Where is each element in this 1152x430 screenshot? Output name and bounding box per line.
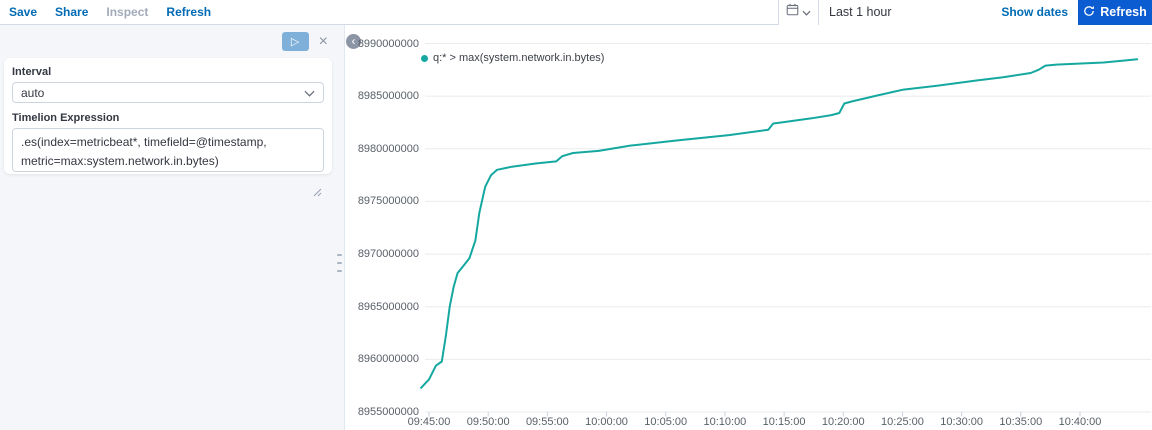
timelion-expression-input[interactable]: .es(index=metricbeat*, timefield=@timest… — [12, 128, 324, 172]
y-axis-tick-label: 8970000000 — [357, 248, 419, 261]
legend-series-label: q:* > max(system.network.in.bytes) — [433, 52, 605, 64]
y-axis-tick-label: 8960000000 — [357, 353, 419, 366]
refresh-icon — [1083, 5, 1095, 20]
time-range-value[interactable]: Last 1 hour — [829, 5, 892, 19]
play-icon: ▷ — [290, 35, 300, 48]
expression-label: Timelion Expression — [12, 112, 120, 124]
chart-legend[interactable]: q:* > max(system.network.in.bytes) — [421, 52, 604, 64]
panel-actions: ▷ × — [281, 32, 328, 51]
x-axis-tick-label: 10:30:00 — [940, 416, 984, 428]
interval-select[interactable]: auto — [12, 82, 324, 103]
top-bar: Save Share Inspect Refresh — [0, 0, 1152, 25]
save-button[interactable]: Save — [9, 5, 38, 19]
x-axis-tick-label: 10:25:00 — [881, 416, 924, 428]
time-picker-box: Last 1 hour Show dates — [778, 0, 1078, 25]
time-picker: Last 1 hour Show dates Refresh — [778, 0, 1152, 25]
y-axis-tick-label: 8965000000 — [357, 300, 419, 313]
x-axis-tick-label: 10:15:00 — [762, 416, 806, 428]
textarea-resize-handle[interactable] — [312, 184, 322, 197]
x-axis-tick-label: 10:10:00 — [703, 416, 747, 428]
y-axis-tick-label: 8980000000 — [357, 142, 419, 155]
collapse-panel-icon[interactable]: ‹ — [346, 34, 361, 49]
x-axis-tick-label: 09:50:00 — [466, 416, 510, 428]
x-axis-tick-label: 10:05:00 — [644, 416, 688, 428]
x-axis-tick-label: 10:20:00 — [821, 416, 865, 428]
close-icon[interactable]: × — [318, 32, 328, 50]
date-picker-menu-button[interactable] — [779, 0, 819, 25]
legend-series-dot — [421, 54, 428, 62]
refresh-nav-button[interactable]: Refresh — [166, 5, 212, 19]
play-button[interactable]: ▷ — [281, 32, 309, 51]
calendar-icon — [786, 3, 799, 21]
x-axis-tick-label: 10:40:00 — [1058, 416, 1102, 428]
x-axis-tick-label: 09:55:00 — [525, 416, 569, 428]
x-axis-tick-label: 09:45:00 — [407, 416, 451, 428]
refresh-button-label: Refresh — [1100, 5, 1147, 19]
y-axis-tick-label: 8955000000 — [357, 406, 419, 418]
expression-editor-panel: ▷ × Interval auto Timelion Expression .e… — [0, 25, 345, 430]
chevron-down-icon — [304, 84, 315, 102]
timeseries-chart — [420, 43, 1151, 417]
interval-value: auto — [21, 85, 45, 100]
share-button[interactable]: Share — [55, 5, 89, 19]
y-axis-tick-label: 8985000000 — [357, 90, 419, 103]
show-dates-button[interactable]: Show dates — [1001, 5, 1068, 19]
top-nav: Save Share Inspect Refresh — [0, 5, 211, 19]
chevron-down-icon — [802, 3, 811, 21]
y-axis-tick-label: 8975000000 — [357, 195, 419, 208]
x-axis-tick-label: 10:00:00 — [585, 416, 628, 428]
editor-card: Interval auto Timelion Expression .es(in… — [4, 58, 332, 197]
chart-pane: ‹ q:* > max(system.network.in.bytes) 899… — [345, 25, 1152, 430]
refresh-query-button[interactable]: Refresh — [1078, 0, 1152, 25]
panel-resize-handle[interactable] — [335, 252, 343, 274]
x-axis-tick-label: 10:35:00 — [999, 416, 1043, 428]
interval-label: Interval — [12, 66, 52, 78]
inspect-button[interactable]: Inspect — [106, 5, 149, 19]
y-axis-tick-label: 8990000000 — [357, 37, 419, 50]
